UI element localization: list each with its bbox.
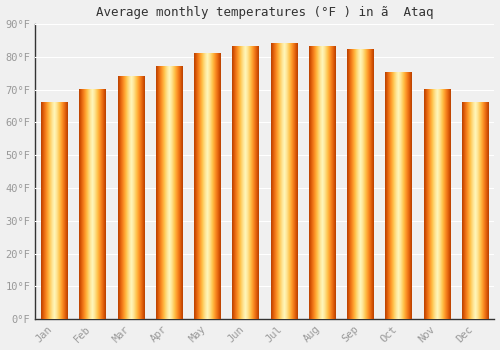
Title: Average monthly temperatures (°F ) in ã  Ataq: Average monthly temperatures (°F ) in ã …: [96, 6, 434, 19]
